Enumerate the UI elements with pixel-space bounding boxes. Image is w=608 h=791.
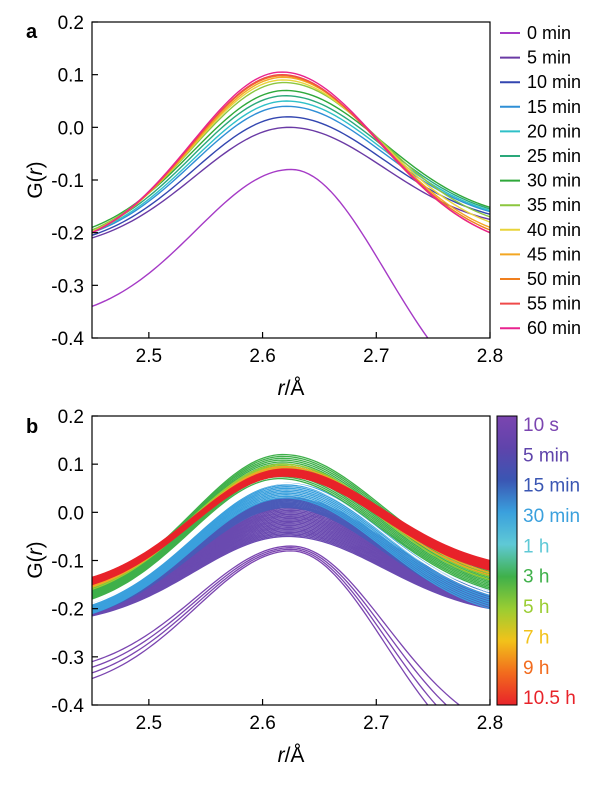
y-tick-label: 0.0 — [58, 118, 84, 139]
colorbar-label: 5 h — [523, 597, 549, 618]
series-line — [92, 548, 437, 705]
series-line — [92, 490, 490, 610]
panel-a-letter: a — [26, 21, 38, 43]
series-line — [92, 495, 490, 614]
colorbar-label: 3 h — [523, 567, 549, 588]
series-line — [92, 497, 490, 615]
panel-a-x-axis-title: r/Å — [278, 377, 305, 400]
series-line — [92, 81, 490, 231]
panel-b-colorbar: 10 s 5 min 15 min 30 min 1 h 3 h 5 h 7 h 9 h 10.5… — [496, 415, 580, 709]
colorbar-label: 5 min — [523, 445, 569, 466]
panel-a-legend: 0 min 5 min 10 min 15 min 20 min 25 min 30 min… — [500, 23, 581, 338]
panel-b-plot-lines — [92, 453, 490, 705]
legend-label: 5 min — [527, 48, 571, 68]
y-tick-label: 0.2 — [58, 407, 84, 428]
colorbar-label: 10.5 h — [523, 688, 576, 709]
panel-a: a 2.5 2.6 2.7 2.8-0.4-0.3-0.2-0.10.00.10.2 … — [24, 13, 581, 400]
series-line — [92, 550, 429, 705]
legend-label: 15 min — [527, 97, 581, 117]
x-tick-label: 2.8 — [477, 346, 503, 367]
series-line — [92, 482, 490, 605]
legend-label: 60 min — [527, 318, 581, 338]
x-tick-label: 2.7 — [363, 713, 389, 734]
y-tick-label: -0.1 — [51, 552, 84, 573]
y-tick-label: -0.4 — [51, 329, 84, 350]
panel-b-y-axis-title: G(r) — [24, 541, 47, 578]
colorbar-label: 15 min — [523, 476, 580, 497]
series-line — [92, 126, 490, 239]
series-line — [92, 89, 490, 229]
panel-a-ticks: 2.5 2.6 2.7 2.8 -0.4 -0.3 -0.2 -0.1 0.0 0.1 0.2 — [51, 13, 503, 367]
legend-label: 25 min — [527, 146, 581, 166]
series-line — [92, 477, 490, 600]
x-tick-label: 2.6 — [249, 713, 275, 734]
colorbar-label: 30 min — [523, 506, 580, 527]
y-tick-label: 0.0 — [58, 503, 84, 524]
series-line — [92, 116, 490, 236]
legend-label: 20 min — [527, 121, 581, 141]
y-tick-label: 0.2 — [58, 13, 84, 34]
y-tick-label: -0.2 — [51, 600, 84, 621]
series-line — [92, 100, 490, 233]
x-tick-label: 2.6 — [249, 346, 275, 367]
x-tick-label: 2.5 — [136, 346, 162, 367]
series-line — [92, 468, 490, 578]
x-tick-label: 2.8 — [477, 713, 503, 734]
panel-a-y-axis-title: G(r) — [24, 161, 47, 198]
y-tick-label: -0.1 — [51, 171, 84, 192]
series-line — [92, 168, 429, 338]
colorbar-label: 1 h — [523, 536, 549, 557]
legend-label: 30 min — [527, 171, 581, 191]
y-tick-label: 0.1 — [58, 455, 84, 476]
series-line — [92, 480, 490, 603]
series-line — [92, 547, 448, 705]
legend-label: 35 min — [527, 195, 581, 215]
legend-label: 10 min — [527, 72, 581, 92]
colorbar-label: 9 h — [523, 658, 549, 679]
y-tick-label: 0.1 — [58, 66, 84, 87]
legend-label: 45 min — [527, 244, 581, 264]
y-tick-label: -0.4 — [51, 696, 84, 717]
series-line — [92, 489, 490, 609]
series-line — [92, 476, 490, 599]
series-line — [92, 506, 490, 615]
legend-label: 55 min — [527, 294, 581, 314]
panel-b-letter: b — [26, 416, 38, 438]
series-line — [92, 487, 490, 608]
y-tick-label: -0.3 — [51, 276, 84, 297]
panel-b-x-axis-title: r/Å — [278, 744, 305, 767]
colorbar-label: 10 s — [523, 415, 559, 436]
panel-a-plot-lines — [92, 71, 490, 338]
x-tick-label: 2.5 — [136, 713, 162, 734]
series-line — [92, 492, 490, 611]
panel-a-plot-frame — [91, 21, 491, 339]
legend-label: 40 min — [527, 220, 581, 240]
y-tick-label: -0.3 — [51, 648, 84, 669]
y-tick-label: -0.2 — [51, 224, 84, 245]
panel-b: b 2.5 2.6 2.7 2.8-0.4-0.3-0.2-0.10.00.10.2 … — [24, 407, 580, 767]
series-line — [92, 71, 490, 234]
colorbar-gradient — [496, 415, 518, 706]
legend-label: 0 min — [527, 23, 571, 43]
x-tick-label: 2.7 — [363, 346, 389, 367]
colorbar-label: 7 h — [523, 627, 549, 648]
series-line — [92, 545, 461, 705]
panel-b-ticks: 2.5 2.6 2.7 2.8 -0.4 -0.3 -0.2 -0.1 0.0 0.1 0.2 — [51, 407, 503, 734]
legend-label: 50 min — [527, 269, 581, 289]
series-line — [92, 95, 490, 231]
series-line — [92, 494, 490, 612]
